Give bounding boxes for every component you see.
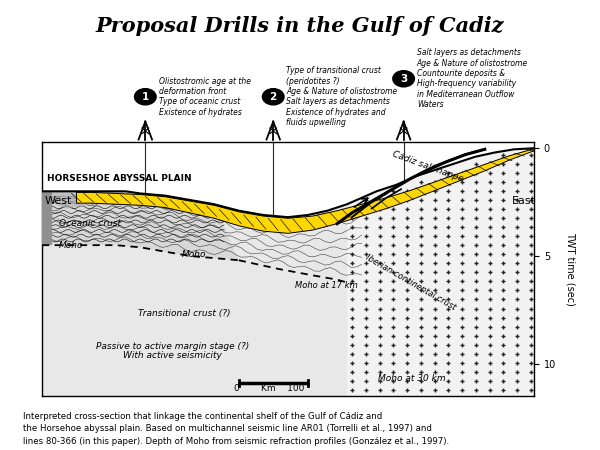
Polygon shape — [76, 148, 534, 233]
Text: Iberian continental crust: Iberian continental crust — [364, 253, 458, 312]
Text: Moho at 30 km: Moho at 30 km — [378, 374, 445, 383]
Text: 1: 1 — [142, 92, 149, 102]
Text: the Horsehoe abyssal plain. Based on multichannel seismic line AR01 (Torrelli et: the Horsehoe abyssal plain. Based on mul… — [12, 424, 432, 433]
Text: Transitional crust (?): Transitional crust (?) — [139, 309, 231, 318]
Text: West: West — [44, 196, 72, 206]
Y-axis label: TWT time (sec): TWT time (sec) — [565, 232, 575, 306]
Polygon shape — [42, 148, 534, 396]
Text: Moho: Moho — [182, 250, 207, 259]
Text: Moho at 17 km: Moho at 17 km — [295, 281, 358, 290]
Polygon shape — [42, 191, 52, 245]
Text: Km    100: Km 100 — [262, 383, 305, 392]
Polygon shape — [42, 191, 125, 208]
Text: Interpreted cross-section that linkage the continental shelf of the Gulf of Cádi: Interpreted cross-section that linkage t… — [12, 412, 382, 421]
Text: 0: 0 — [233, 383, 239, 392]
Text: East: East — [512, 196, 536, 206]
Text: Moho: Moho — [59, 241, 84, 250]
Text: Cádiz salt nappe: Cádiz salt nappe — [391, 149, 465, 184]
Text: HORSESHOE ABYSSAL PLAIN: HORSESHOE ABYSSAL PLAIN — [47, 174, 191, 183]
Text: 3: 3 — [400, 74, 407, 84]
Polygon shape — [42, 191, 239, 260]
Text: 2: 2 — [269, 92, 277, 102]
Text: With active seismicity: With active seismicity — [123, 351, 222, 360]
Text: Type of transitional crust
(peridotites ?)
Age & Nature of olistostrome
Salt lay: Type of transitional crust (peridotites … — [286, 66, 398, 127]
Polygon shape — [347, 148, 534, 396]
Text: Salt layers as detachments
Age & Nature of olistostrome
Countourite deposits &
H: Salt layers as detachments Age & Nature … — [417, 48, 528, 109]
Text: Olistostromic age at the
deformation front
Type of oceanic crust
Existence of hy: Olistostromic age at the deformation fro… — [158, 76, 251, 117]
Text: lines 80-366 (in this paper). Depth of Moho from seismic refraction profiles (Go: lines 80-366 (in this paper). Depth of M… — [12, 436, 449, 446]
Text: Proposal Drills in the Gulf of Cadiz: Proposal Drills in the Gulf of Cadiz — [96, 16, 504, 36]
Text: Oceanic crust: Oceanic crust — [59, 219, 121, 228]
Text: Passive to active margin stage (?): Passive to active margin stage (?) — [96, 342, 249, 351]
